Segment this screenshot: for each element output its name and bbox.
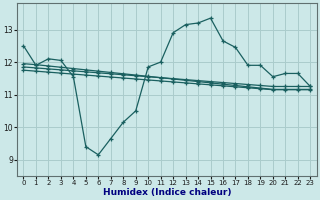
X-axis label: Humidex (Indice chaleur): Humidex (Indice chaleur) — [103, 188, 231, 197]
